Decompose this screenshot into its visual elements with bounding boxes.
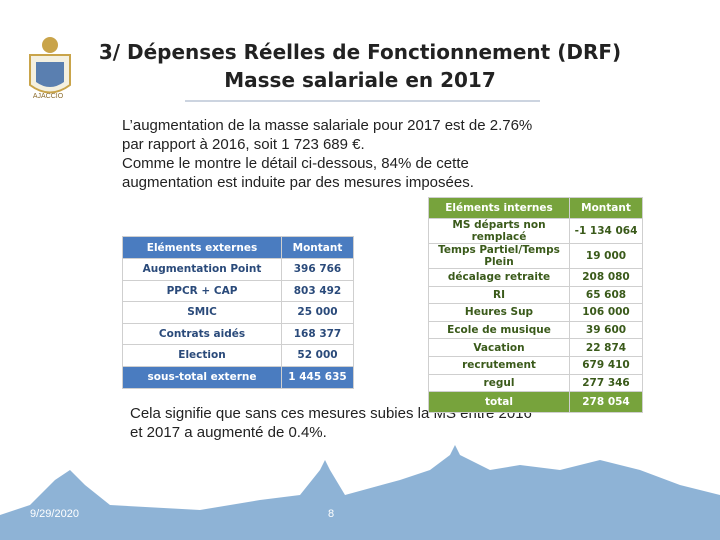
cell: 22 874 <box>569 338 643 357</box>
row: regul 277 346 <box>428 373 643 393</box>
cell: 19 000 <box>569 243 643 269</box>
cell: Election <box>122 344 282 367</box>
cell: 65 608 <box>569 285 643 305</box>
cell: 396 766 <box>281 258 354 281</box>
cell: sous-total externe <box>122 365 282 389</box>
logo-text: AJACCIO <box>33 93 64 100</box>
cell: 1 445 635 <box>281 365 354 389</box>
total-row: total 278 054 <box>428 391 643 414</box>
text-line: par rapport à 2016, soit 1 723 689 €. <box>122 136 365 153</box>
cell: Heures Sup <box>428 303 570 322</box>
row: RI 65 608 <box>428 285 643 305</box>
cell: Temps Partiel/Temps Plein <box>428 243 570 269</box>
cell: 39 600 <box>569 320 643 340</box>
cell: RI <box>428 285 570 305</box>
page-number: 8 <box>328 508 335 520</box>
cell: Augmentation Point <box>122 258 282 281</box>
skyline <box>0 445 720 540</box>
header-row: Eléments externes Montant <box>122 236 354 259</box>
cell: Eléments externes <box>122 236 282 259</box>
intro: L’augmentation de la masse salariale pou… <box>122 116 532 192</box>
cell: recrutement <box>428 355 570 375</box>
cell: 803 492 <box>281 279 354 302</box>
row: Vacation 22 874 <box>428 338 643 357</box>
cell: 25 000 <box>281 301 354 324</box>
cell: 277 346 <box>569 373 643 393</box>
row: SMIC 25 000 <box>122 301 354 324</box>
row: recrutement 679 410 <box>428 355 643 375</box>
title-line: Masse salariale en 2017 <box>224 68 496 92</box>
cell: SMIC <box>122 301 282 324</box>
total-row: sous-total externe 1 445 635 <box>122 365 354 389</box>
header-row: Eléments internes Montant <box>428 197 643 219</box>
row: Ecole de musique 39 600 <box>428 320 643 340</box>
cell: 208 080 <box>569 268 643 287</box>
cell: 278 054 <box>569 391 643 414</box>
cell: Ecole de musique <box>428 320 570 340</box>
cell: Vacation <box>428 338 570 357</box>
text-line: L’augmentation de la masse salariale pou… <box>122 117 533 134</box>
row: Augmentation Point 396 766 <box>122 258 354 281</box>
cell: 52 000 <box>281 344 354 367</box>
text-line: augmentation est induite par des mesures… <box>122 174 474 191</box>
row: Temps Partiel/Temps Plein 19 000 <box>428 243 643 269</box>
logo: AJACCIO <box>29 37 71 100</box>
row: Heures Sup 106 000 <box>428 303 643 322</box>
footer-date: 9/29/2020 <box>30 508 79 520</box>
cell: total <box>428 391 570 414</box>
title-line: 3/ Dépenses Réelles de Fonctionnement (D… <box>98 40 622 64</box>
table: Eléments internes Montant MS départs non r… <box>428 197 643 414</box>
cell: décalage retraite <box>428 268 570 287</box>
cell: -1 134 064 <box>569 218 643 244</box>
cell: 168 377 <box>281 322 354 345</box>
cell: 679 410 <box>569 355 643 375</box>
row: PPCR + CAP 803 492 <box>122 279 354 302</box>
text-line: Comme le montre le détail ci-dessous, 84… <box>122 155 469 172</box>
cell: Contrats aidés <box>122 322 282 345</box>
row: Election 52 000 <box>122 344 354 367</box>
cell: Eléments internes <box>428 197 570 219</box>
cell: 106 000 <box>569 303 643 322</box>
cell: regul <box>428 373 570 393</box>
cell: PPCR + CAP <box>122 279 282 302</box>
cell: Montant <box>569 197 643 219</box>
table: Eléments externes Montant Augmentation Poi… <box>122 236 354 389</box>
cell: MS départs non remplacé <box>428 218 570 244</box>
cell: Montant <box>281 236 354 259</box>
row: MS départs non remplacé -1 134 064 <box>428 218 643 244</box>
row: décalage retraite 208 080 <box>428 268 643 287</box>
row: Contrats aidés 168 377 <box>122 322 354 345</box>
text-line: et 2017 a augmenté de 0.4%. <box>130 424 327 441</box>
